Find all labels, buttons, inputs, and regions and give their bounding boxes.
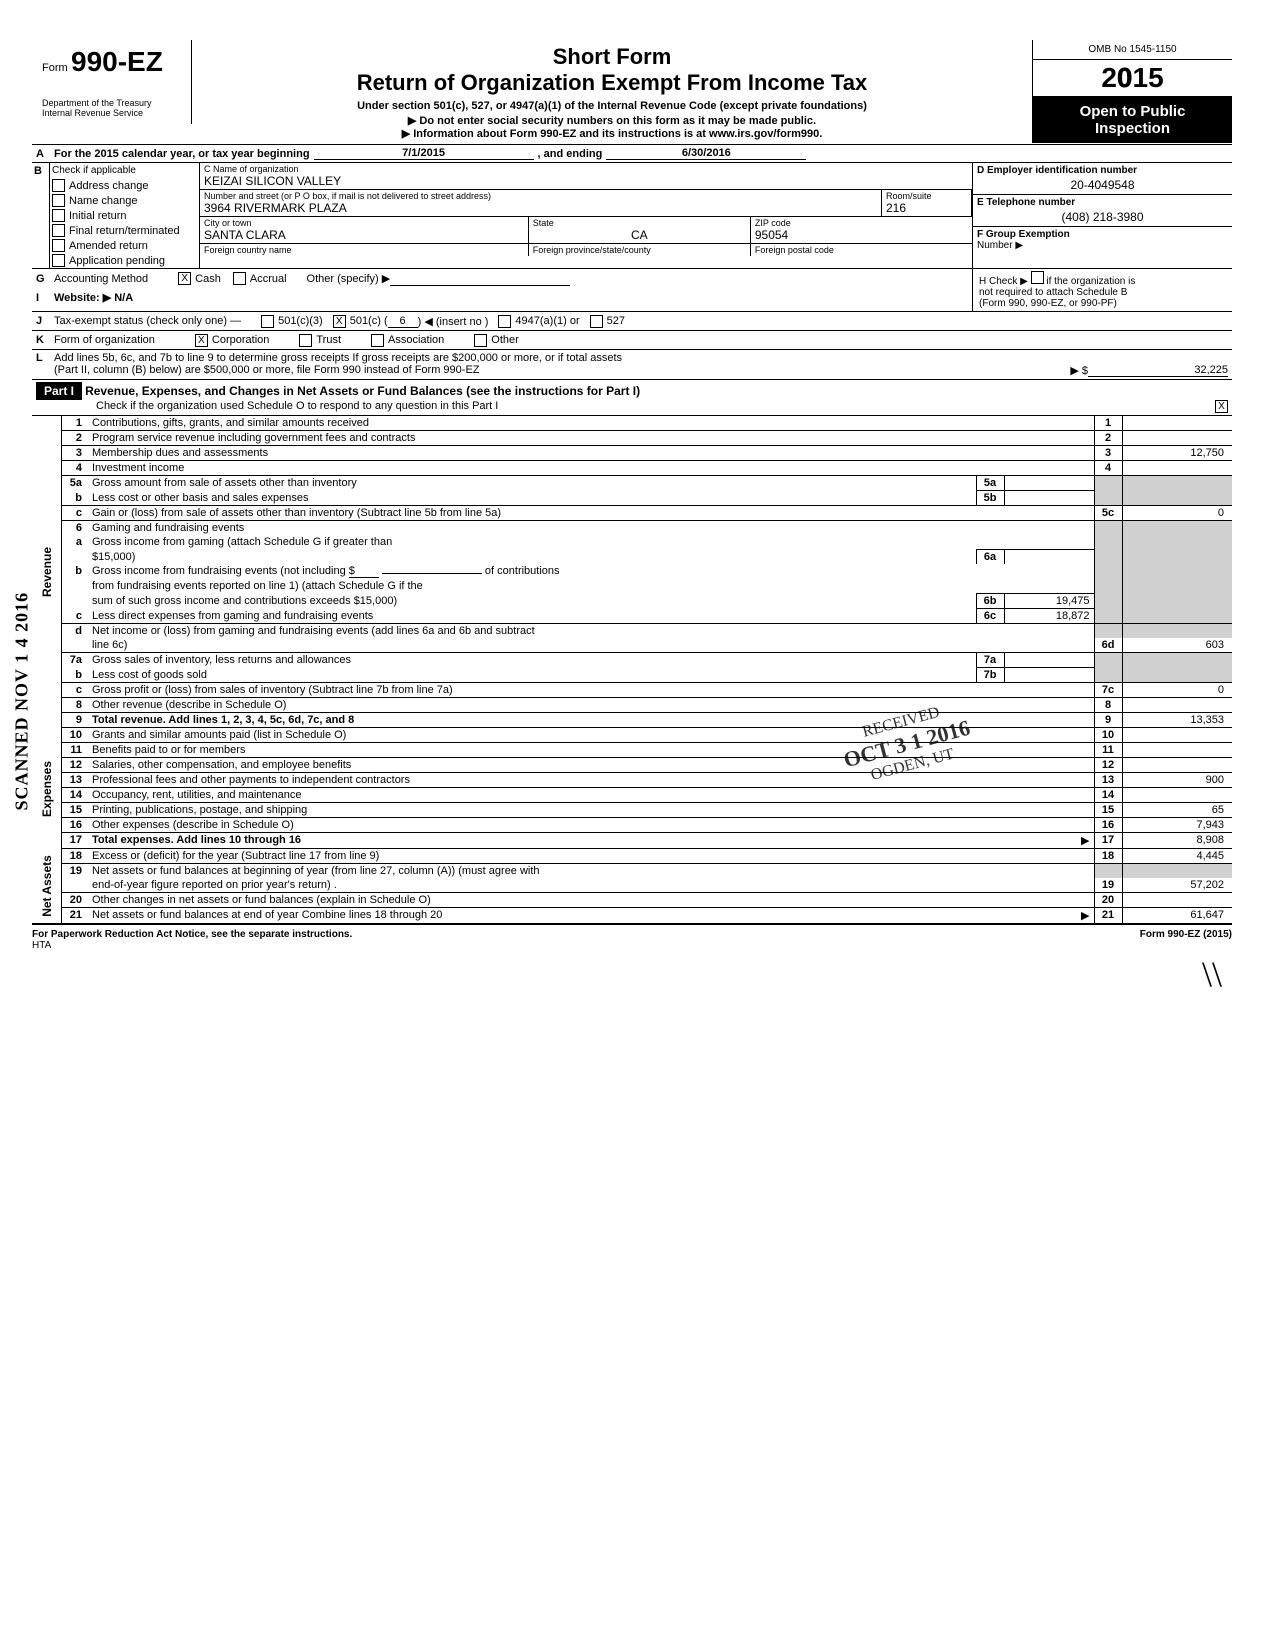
page-footer: For Paperwork Reduction Act Notice, see …	[32, 925, 1232, 955]
dept-treasury: Department of the Treasury Internal Reve…	[42, 98, 181, 118]
check-column: Check if applicable Address change Name …	[50, 163, 200, 268]
form-page: SCANNED NOV 1 4 2016 Form 990-EZ Departm…	[32, 40, 1232, 955]
chk-other-org[interactable]	[474, 334, 487, 347]
chk-name[interactable]	[52, 194, 65, 207]
chk-pending[interactable]	[52, 254, 65, 267]
main-title: Return of Organization Exempt From Incom…	[202, 70, 1022, 96]
chk-501c[interactable]: X	[333, 315, 346, 328]
year-end: 6/30/2016	[606, 147, 806, 160]
gross-receipts: 32,225	[1088, 364, 1228, 377]
chk-initial[interactable]	[52, 209, 65, 222]
chk-501c3[interactable]	[261, 315, 274, 328]
org-zip: 95054	[755, 228, 968, 242]
net-assets-table: 18Excess or (deficit) for the year (Subt…	[62, 849, 1232, 923]
org-street: 3964 RIVERMARK PLAZA	[204, 201, 877, 215]
ein: 20-4049548	[977, 176, 1228, 192]
chk-address[interactable]	[52, 179, 65, 192]
open-public: Open to Public Inspection	[1033, 97, 1232, 143]
form-header: Form 990-EZ Department of the Treasury I…	[32, 40, 1232, 145]
form-prefix: Form	[42, 62, 68, 74]
org-city: SANTA CLARA	[204, 228, 524, 242]
net-assets-section: Net Assets 18Excess or (deficit) for the…	[32, 849, 1232, 925]
form-number: 990-EZ	[71, 46, 163, 77]
chk-assoc[interactable]	[371, 334, 384, 347]
chk-527[interactable]	[590, 315, 603, 328]
expenses-table: 10Grants and similar amounts paid (list …	[62, 728, 1232, 849]
org-info-grid: B Check if applicable Address change Nam…	[32, 163, 1232, 269]
form-id-box: Form 990-EZ Department of the Treasury I…	[32, 40, 192, 124]
subtitle: Under section 501(c), 527, or 4947(a)(1)…	[202, 100, 1022, 112]
short-form-title: Short Form	[202, 44, 1022, 70]
revenue-table: 1Contributions, gifts, grants, and simil…	[62, 416, 1232, 728]
part1-header: Part I Revenue, Expenses, and Changes in…	[32, 380, 1232, 416]
chk-accrual[interactable]	[233, 272, 246, 285]
chk-final[interactable]	[52, 224, 65, 237]
org-details: C Name of organization KEIZAI SILICON VA…	[200, 163, 972, 268]
row-a: A For the 2015 calendar year, or tax yea…	[32, 145, 1232, 163]
year-begin: 7/1/2015	[314, 147, 534, 160]
line-l: L Add lines 5b, 6c, and 7b to line 9 to …	[32, 350, 1232, 380]
col-b-letter: B	[32, 163, 50, 268]
ssn-note: ▶ Do not enter social security numbers o…	[202, 114, 1022, 127]
chk-trust[interactable]	[299, 334, 312, 347]
chk-schb[interactable]	[1031, 271, 1044, 284]
omb-block: OMB No 1545-1150 20201515 Open to Public…	[1032, 40, 1232, 143]
chk-4947[interactable]	[498, 315, 511, 328]
chk-amended[interactable]	[52, 239, 65, 252]
form-ref: Form 990-EZ (2015)	[1140, 929, 1232, 951]
org-name: KEIZAI SILICON VALLEY	[204, 174, 968, 188]
phone: (408) 218-3980	[977, 208, 1228, 224]
501c-num: 6	[388, 315, 418, 328]
scanned-stamp: SCANNED NOV 1 4 2016	[12, 592, 33, 811]
line-j: J Tax-exempt status (check only one) — 5…	[32, 312, 1232, 331]
omb-number: OMB No 1545-1150	[1033, 40, 1232, 60]
line-k: K Form of organization X Corporation Tru…	[32, 331, 1232, 350]
chk-sched-o[interactable]: X	[1215, 400, 1228, 413]
revenue-section: Revenue 1Contributions, gifts, grants, a…	[32, 416, 1232, 728]
expenses-section: Expenses 10Grants and similar amounts pa…	[32, 728, 1232, 849]
org-room: 216	[886, 201, 967, 215]
chk-cash[interactable]: X	[178, 272, 191, 285]
initials-mark: \\	[1202, 953, 1222, 995]
info-note: ▶ Information about Form 990-EZ and its …	[202, 127, 1022, 140]
tax-year: 20201515	[1033, 60, 1232, 97]
right-column: D Employer identification number 20-4049…	[972, 163, 1232, 268]
title-block: Short Form Return of Organization Exempt…	[192, 40, 1032, 144]
chk-corp[interactable]: X	[195, 334, 208, 347]
org-state: CA	[533, 228, 746, 242]
